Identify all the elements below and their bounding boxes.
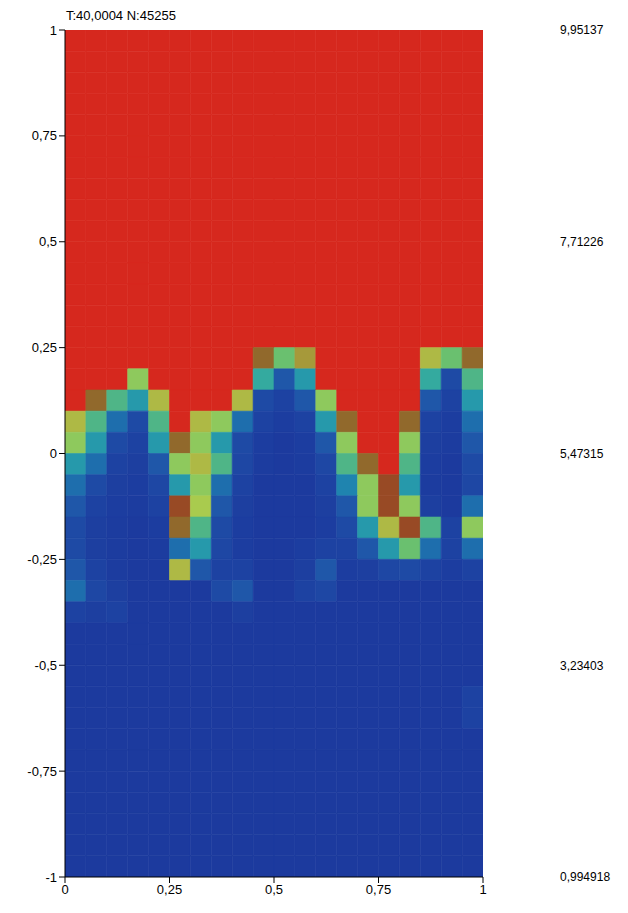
svg-text:0,75: 0,75 <box>366 882 391 897</box>
svg-text:-0,25: -0,25 <box>27 552 57 567</box>
svg-text:1: 1 <box>50 23 57 38</box>
svg-text:0,25: 0,25 <box>32 340 57 355</box>
svg-text:0,75: 0,75 <box>32 128 57 143</box>
svg-text:9,95137: 9,95137 <box>560 23 604 37</box>
svg-text:-1: -1 <box>45 870 57 885</box>
svg-text:5,47315: 5,47315 <box>560 447 604 461</box>
svg-text:0,25: 0,25 <box>157 882 182 897</box>
svg-text:0: 0 <box>61 882 68 897</box>
html-text:T:40,0004 N:45255: T:40,0004 N:45255 <box>66 8 176 23</box>
svg-text:0,994918: 0,994918 <box>560 870 610 884</box>
svg-text:0: 0 <box>50 446 57 461</box>
svg-text:-0,5: -0,5 <box>35 658 57 673</box>
svg-text:3,23403: 3,23403 <box>560 659 604 673</box>
svg-text:0,5: 0,5 <box>265 882 283 897</box>
svg-text:-0,75: -0,75 <box>27 764 57 779</box>
svg-text:7,71226: 7,71226 <box>560 235 604 249</box>
svg-text:0,5: 0,5 <box>39 234 57 249</box>
svg-text:1: 1 <box>479 882 486 897</box>
